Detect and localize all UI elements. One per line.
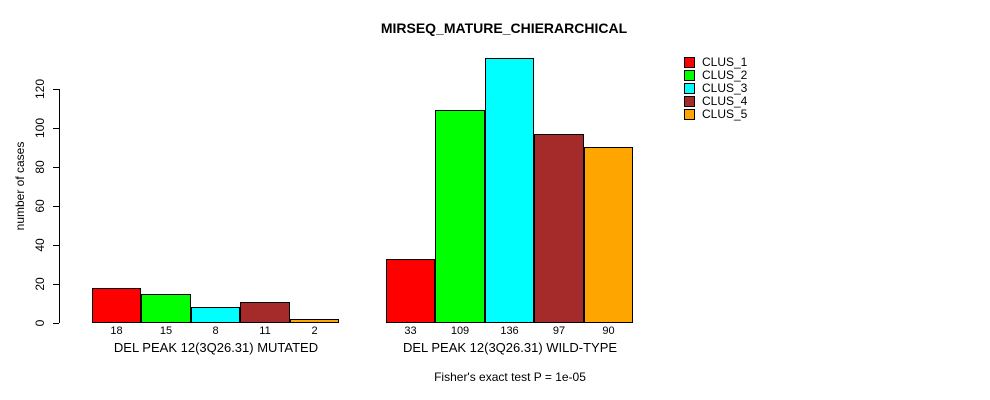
y-axis-tick-label: 120 (33, 78, 47, 100)
y-axis-tick (53, 128, 59, 129)
bar-clus_4-group1 (240, 302, 290, 323)
chart-legend: CLUS_1 CLUS_2 CLUS_3 CLUS_4 CLUS_5 (684, 56, 747, 121)
y-axis-tick-label: 40 (33, 238, 47, 252)
bar-clus_5-group1 (290, 319, 339, 323)
bar-value-label: 11 (259, 325, 271, 337)
y-axis-line (59, 89, 60, 323)
bar-clus_2-group2 (435, 110, 485, 323)
legend-item-clus_5: CLUS_5 (684, 108, 747, 121)
legend-item-clus_4: CLUS_4 (684, 95, 747, 108)
bar-value-label: 15 (159, 325, 173, 337)
legend-swatch-icon (684, 96, 695, 107)
y-axis-tick-label: 20 (33, 277, 47, 291)
y-axis-tick-label: 100 (33, 117, 47, 139)
bar-clus_4-group2 (534, 134, 584, 323)
bar-value-label: 18 (110, 325, 123, 337)
bar-clus_1-group1 (92, 288, 141, 323)
y-axis-tick-label: 0 (33, 319, 47, 327)
footnote-text: Fisher's exact test P = 1e-05 (434, 370, 586, 384)
bar-clus_1-group2 (386, 259, 435, 323)
bar-value-label: 2 (311, 325, 318, 337)
legend-item-clus_1: CLUS_1 (684, 56, 747, 69)
legend-swatch-icon (684, 57, 695, 68)
bar-clus_3-group2 (485, 58, 534, 323)
y-axis-tick (53, 245, 59, 246)
legend-label: CLUS_4 (702, 94, 748, 108)
y-axis-tick (53, 167, 59, 168)
bar-value-label: 33 (404, 325, 417, 337)
bar-value-label: 8 (212, 325, 219, 337)
legend-label: CLUS_1 (702, 55, 748, 69)
group-label-1: DEL PEAK 12(3Q26.31) MUTATED (113, 340, 319, 355)
y-axis-label: number of cases (13, 141, 27, 231)
legend-label: CLUS_5 (702, 107, 748, 121)
bar-value-label: 90 (602, 325, 615, 337)
bar-clus_5-group2 (584, 147, 633, 323)
y-axis-tick (53, 323, 59, 324)
bar-value-label: 109 (450, 325, 470, 337)
legend-swatch-icon (684, 109, 695, 120)
legend-label: CLUS_3 (702, 81, 748, 95)
bar-value-label: 136 (500, 325, 519, 337)
bar-clus_3-group1 (191, 307, 240, 323)
y-axis-tick (53, 89, 59, 90)
y-axis-tick-label: 80 (33, 160, 47, 174)
bar-clus_2-group1 (141, 294, 191, 323)
legend-swatch-icon (684, 70, 695, 81)
y-axis-tick (53, 284, 59, 285)
legend-item-clus_2: CLUS_2 (684, 69, 747, 82)
legend-item-clus_3: CLUS_3 (684, 82, 747, 95)
chart-title: MIRSEQ_MATURE_CHIERARCHICAL (380, 20, 628, 36)
legend-label: CLUS_2 (702, 68, 748, 82)
legend-swatch-icon (684, 83, 695, 94)
bar-value-label: 97 (552, 325, 566, 337)
group-label-2: DEL PEAK 12(3Q26.31) WILD-TYPE (402, 340, 618, 355)
y-axis-tick (53, 206, 59, 207)
y-axis-tick-label: 60 (33, 199, 47, 213)
